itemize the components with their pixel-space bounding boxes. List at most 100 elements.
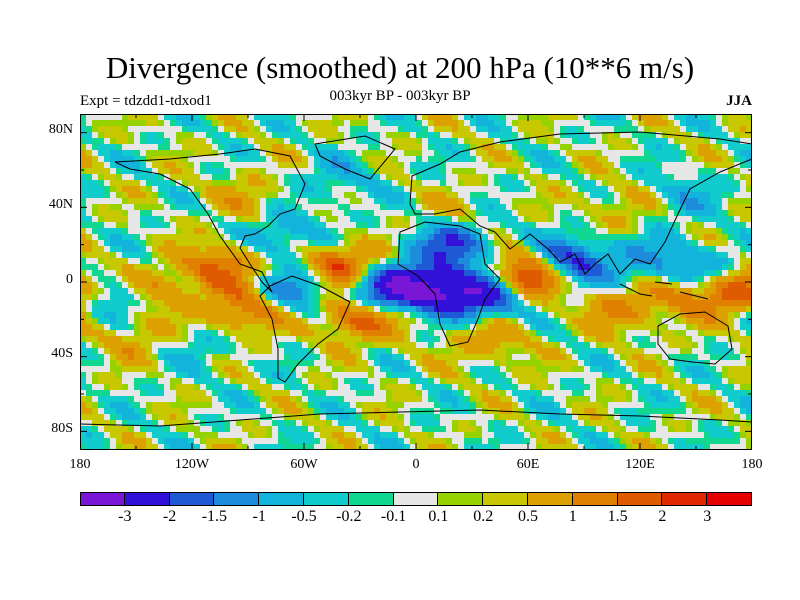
field-cell [176, 246, 183, 253]
field-cell [110, 174, 117, 181]
field-cell [398, 234, 405, 241]
field-cell [638, 228, 645, 235]
field-cell [698, 264, 705, 271]
field-cell [470, 222, 477, 229]
field-cell [284, 324, 291, 331]
field-cell [176, 132, 183, 139]
field-cell [650, 324, 657, 331]
field-cell [590, 258, 597, 265]
field-cell [584, 150, 591, 157]
field-cell [488, 228, 495, 235]
field-cell [608, 306, 615, 313]
field-cell [428, 174, 435, 181]
field-cell [632, 354, 639, 361]
field-cell [380, 186, 387, 193]
field-cell [590, 138, 597, 145]
field-cell [80, 144, 87, 151]
field-cell [194, 342, 201, 349]
field-cell [158, 228, 165, 235]
field-cell [584, 162, 591, 169]
field-cell [704, 348, 711, 355]
field-cell [644, 252, 651, 259]
field-cell [446, 234, 453, 241]
field-cell [554, 258, 561, 265]
field-cell [386, 234, 393, 241]
field-cell [728, 198, 735, 205]
field-cell [272, 174, 279, 181]
field-cell [740, 120, 747, 127]
field-cell [176, 372, 183, 379]
field-cell [494, 324, 501, 331]
field-cell [218, 318, 225, 325]
field-cell [320, 252, 327, 259]
field-cell [116, 252, 123, 259]
field-cell [566, 330, 573, 337]
field-cell [458, 378, 465, 385]
field-cell [266, 180, 273, 187]
field-cell [704, 276, 711, 283]
field-cell [638, 330, 645, 337]
field-cell [116, 372, 123, 379]
field-cell [326, 282, 333, 289]
field-cell [620, 210, 627, 217]
field-cell [290, 240, 297, 247]
field-cell [122, 216, 129, 223]
field-cell [302, 162, 309, 169]
field-cell [230, 246, 237, 253]
field-cell [530, 330, 537, 337]
field-cell [140, 360, 147, 367]
field-cell [446, 294, 453, 301]
field-cell [398, 132, 405, 139]
field-cell [500, 234, 507, 241]
field-cell [170, 264, 177, 271]
field-cell [674, 156, 681, 163]
field-cell [566, 264, 573, 271]
field-cell [272, 138, 279, 145]
field-cell [218, 186, 225, 193]
field-cell [464, 252, 471, 259]
field-cell [464, 312, 471, 319]
field-cell [368, 246, 375, 253]
field-cell [404, 378, 411, 385]
field-cell [446, 324, 453, 331]
field-cell [104, 132, 111, 139]
field-cell [506, 210, 513, 217]
field-cell [596, 126, 603, 133]
field-cell [272, 114, 279, 121]
field-cell [128, 300, 135, 307]
field-cell [158, 336, 165, 343]
field-cell [98, 354, 105, 361]
field-cell [464, 162, 471, 169]
field-cell [164, 246, 171, 253]
field-cell [422, 210, 429, 217]
field-cell [416, 216, 423, 223]
field-cell [638, 234, 645, 241]
field-cell [260, 162, 267, 169]
field-cell [284, 276, 291, 283]
field-cell [398, 144, 405, 151]
field-cell [494, 216, 501, 223]
field-cell [638, 300, 645, 307]
field-cell [608, 174, 615, 181]
field-cell [182, 210, 189, 217]
field-cell [362, 270, 369, 277]
field-cell [686, 240, 693, 247]
field-cell [134, 270, 141, 277]
field-cell [248, 186, 255, 193]
field-cell [80, 228, 87, 235]
field-cell [596, 120, 603, 127]
field-cell [206, 204, 213, 211]
field-cell [380, 180, 387, 187]
field-cell [236, 252, 243, 259]
field-cell [356, 132, 363, 139]
field-cell [746, 138, 752, 145]
field-cell [218, 150, 225, 157]
field-cell [512, 348, 519, 355]
field-cell [392, 246, 399, 253]
field-cell [674, 150, 681, 157]
field-cell [566, 306, 573, 313]
field-cell [158, 246, 165, 253]
field-cell [746, 240, 752, 247]
field-cell [440, 306, 447, 313]
field-cell [86, 150, 93, 157]
